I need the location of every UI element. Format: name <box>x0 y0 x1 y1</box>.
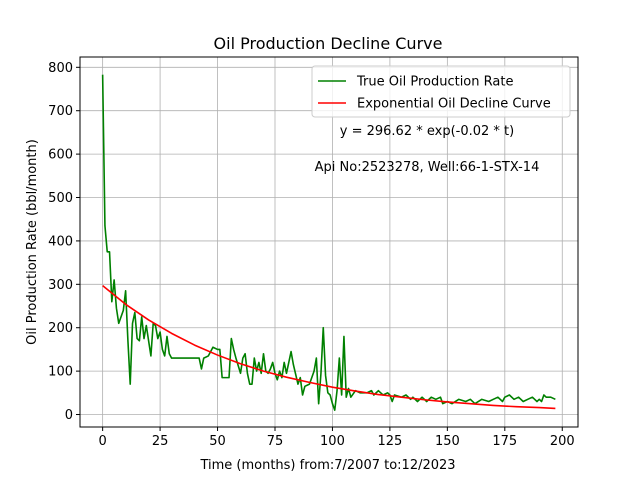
y-tick-label: 600 <box>48 148 73 163</box>
legend-label: Exponential Oil Decline Curve <box>357 97 551 112</box>
y-tick-label: 500 <box>48 191 73 206</box>
x-tick-label: 0 <box>98 434 106 449</box>
y-tick-label: 200 <box>48 321 73 336</box>
x-tick-label: 100 <box>320 434 345 449</box>
grid <box>80 57 578 427</box>
y-tick-label: 0 <box>65 408 73 423</box>
ticks: 0 25 50 75 100 125 150 175 200 0 100 200 300 400 500 60… <box>48 61 575 449</box>
plot-area <box>101 74 556 411</box>
legend: True Oil Production Rate Exponential Oil … <box>311 65 571 118</box>
chart-title: Oil Production Decline Curve <box>214 34 443 53</box>
y-tick-label: 100 <box>48 365 73 380</box>
x-tick-label: 50 <box>209 434 226 449</box>
axes-frame <box>79 56 579 428</box>
x-tick-label: 75 <box>267 434 284 449</box>
series-line <box>102 284 556 410</box>
well-annotation: Api No:2523278, Well:66-1-STX-14 <box>315 160 540 175</box>
legend-label: True Oil Production Rate <box>356 75 513 90</box>
x-tick-label: 150 <box>435 434 460 449</box>
legend-box <box>311 65 571 118</box>
y-axis-label: Oil Production Rate (bbl/month) <box>25 139 40 345</box>
y-tick-label: 300 <box>48 278 73 293</box>
equation-annotation: y = 296.62 * exp(-0.02 * t) <box>340 124 514 139</box>
x-tick-label: 200 <box>550 434 575 449</box>
y-tick-label: 400 <box>48 234 73 249</box>
x-axis-label: Time (months) from:7/2007 to:12/2023 <box>199 458 455 473</box>
x-tick-label: 125 <box>377 434 402 449</box>
x-tick-label: 175 <box>492 434 517 449</box>
x-tick-label: 25 <box>152 434 169 449</box>
series-line <box>101 74 556 411</box>
y-tick-label: 800 <box>48 61 73 76</box>
y-tick-label: 700 <box>48 104 73 119</box>
